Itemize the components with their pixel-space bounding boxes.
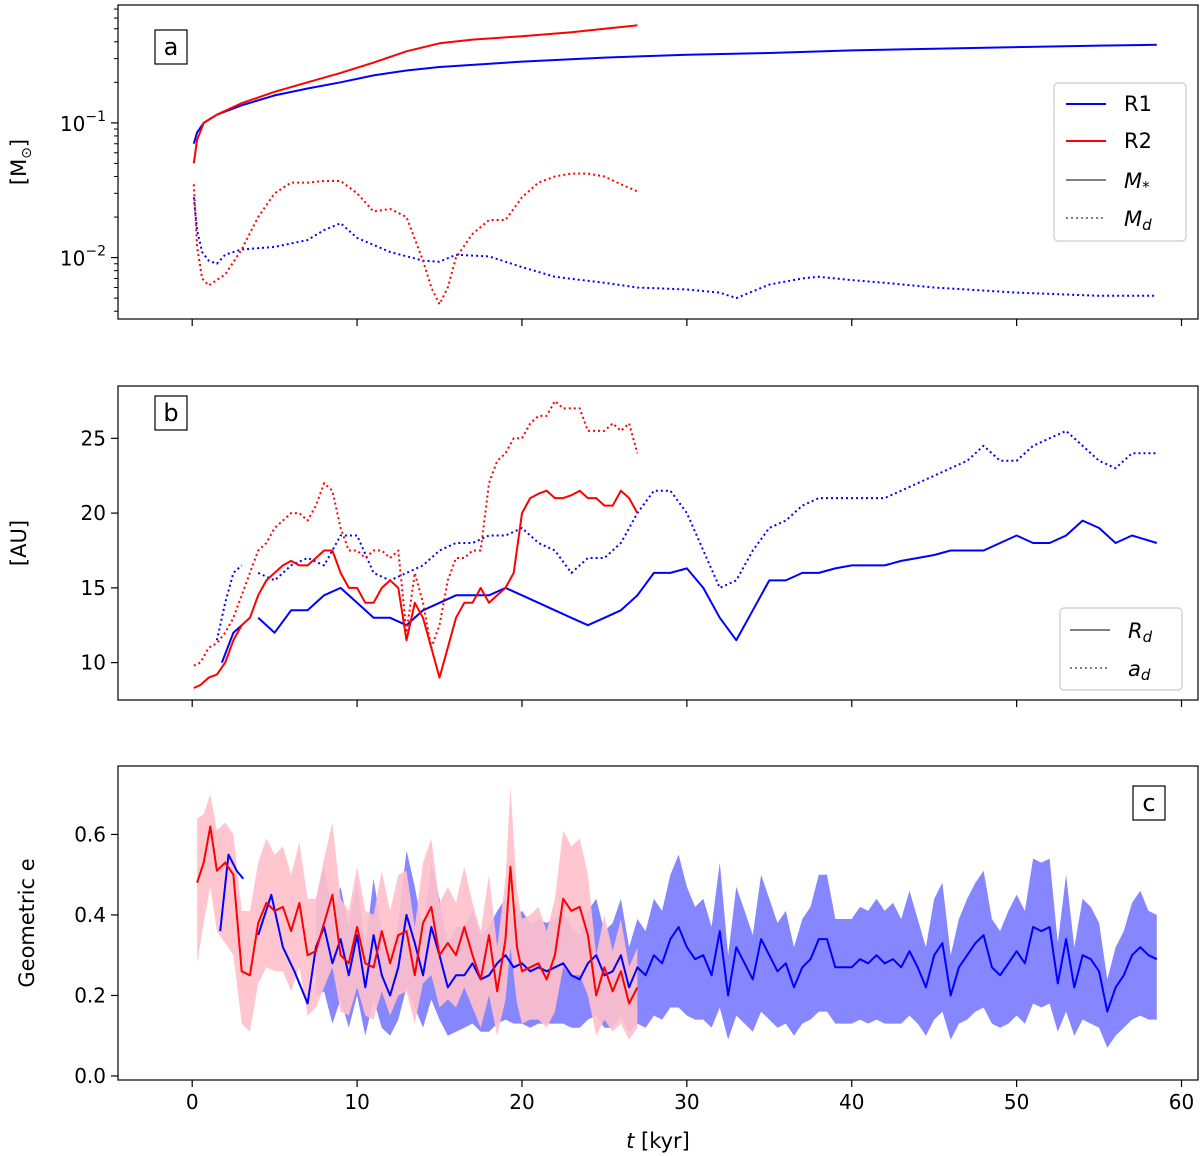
legend-r1-label: R1 (1124, 92, 1152, 116)
panel-c-series-1-0 (196, 825, 639, 1005)
panel-b: 10 15 20 25 [AU] b Rd ad (7, 385, 1199, 707)
legend-a-frame (1053, 82, 1187, 242)
legend-r2-label: R2 (1124, 129, 1152, 153)
panel-b-series-1-1 (257, 429, 1157, 589)
panel-c-band-1-0 (197, 786, 638, 1040)
legend-a: R1 R2 M* Md (1053, 82, 1187, 242)
panel-b-series-2-0 (193, 489, 639, 689)
panel-c: 0 10 20 30 40 50 60 0.0 0.2 0.4 0.6 Geometric e t … (15, 765, 1199, 1153)
panel-a-ytick-label: 10−1 (60, 109, 106, 136)
panel-c-xtick-label: 0 (186, 1090, 199, 1114)
legend-ad-label: ad (1128, 657, 1151, 684)
panel-a-series-0-0 (192, 43, 1157, 144)
panel-b-tag-box (154, 395, 188, 431)
panel-c-xtick-label: 20 (509, 1090, 534, 1114)
panel-a-series-2-0 (192, 24, 638, 164)
sun-symbol-icon: ⊙ (19, 147, 35, 159)
panel-c-series-0-1 (257, 893, 1158, 1013)
panel-a-tag: a (164, 33, 179, 61)
panel-a-tag-box (154, 29, 188, 65)
panel-b-ytick-label: 25 (81, 426, 106, 450)
panel-a-ytick-label: 10−2 (60, 244, 106, 271)
panel-c-series-0-0 (219, 853, 245, 932)
panel-b-series-0-1 (257, 519, 1158, 642)
panel-b-ylabel: [AU] (7, 520, 31, 566)
panel-c-frame (117, 765, 1199, 1081)
panel-c-ytick-label: 0.6 (74, 822, 106, 846)
panel-c-tag: c (1142, 789, 1155, 817)
panel-c-xtick-label: 10 (344, 1090, 369, 1114)
legend-b: Rd ad (1059, 607, 1183, 691)
panel-c-xlabel: t [kyr] (626, 1129, 690, 1153)
panel-c-ytick-label: 0.4 (74, 903, 106, 927)
legend-rd-label: Rd (1128, 619, 1153, 646)
panel-c-xtick-label: 40 (839, 1090, 864, 1114)
legend-md-label: Md (1124, 207, 1152, 234)
panel-c-xtick-label: 30 (674, 1090, 699, 1114)
panel-c-xtick-label: 60 (1169, 1090, 1194, 1114)
panel-b-ytick-label: 20 (81, 501, 106, 525)
panel-c-ytick-label: 0.0 (74, 1064, 106, 1088)
panel-b-series-0-0 (220, 624, 243, 663)
panel-b-ytick-label: 15 (81, 576, 106, 600)
panel-a-ylabel: [M⊙] (7, 139, 35, 185)
legend-mstar-label: M* (1124, 169, 1150, 196)
panel-b-frame (117, 385, 1199, 701)
panel-c-tag-box (1132, 785, 1166, 821)
panel-b-tag: b (163, 399, 178, 427)
panel-b-series-3-0 (193, 400, 639, 667)
panel-b-ytick-label: 10 (81, 651, 106, 675)
panel-a-frame (117, 4, 1199, 320)
panel-c-ytick-label: 0.2 (74, 983, 106, 1007)
panel-c-ylabel: Geometric e (15, 858, 39, 987)
panel-a-series-3-0 (192, 172, 638, 306)
legend-b-frame (1059, 607, 1183, 691)
panel-c-xtick-label: 50 (1004, 1090, 1029, 1114)
panel-a-series-1-0 (192, 197, 1157, 300)
panel-a: 10−1 10−2 [M⊙] a R1 R2 M* Md (7, 4, 1199, 326)
